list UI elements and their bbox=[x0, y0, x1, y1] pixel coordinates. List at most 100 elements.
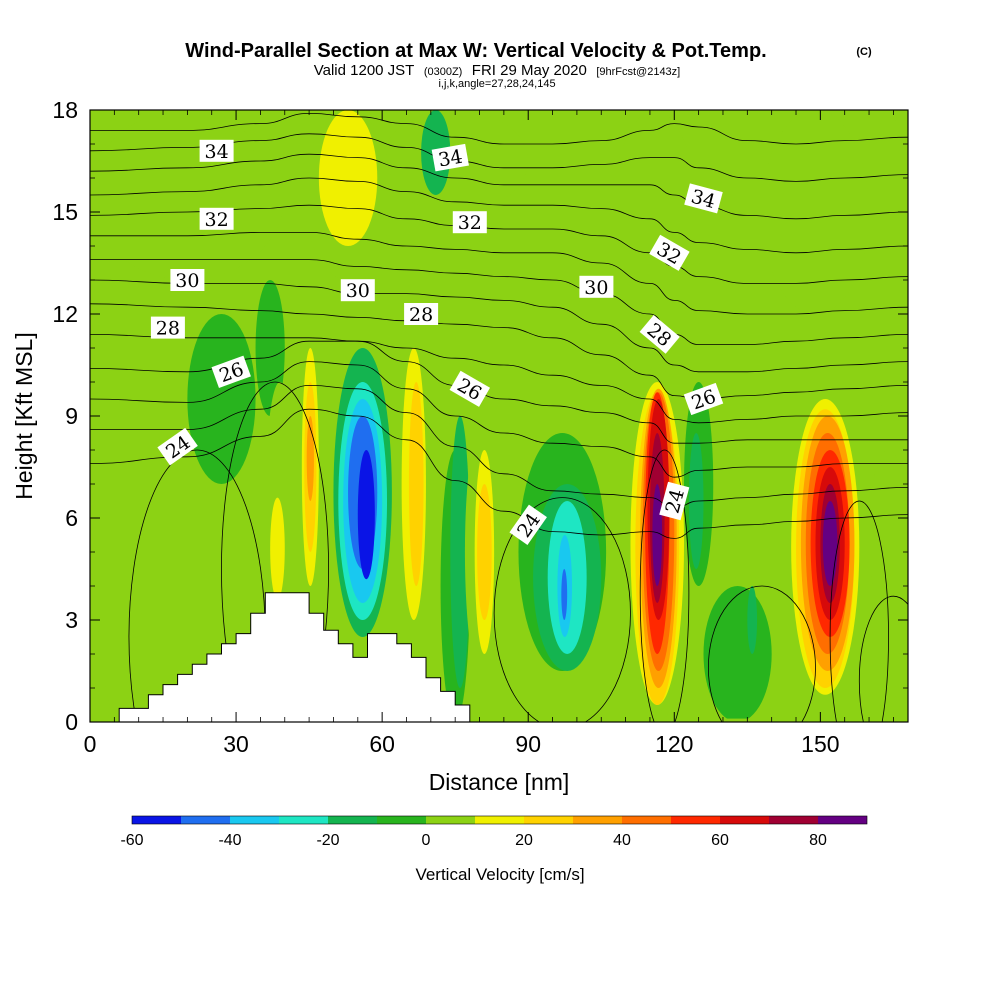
contour-label-text: 30 bbox=[584, 277, 608, 299]
contour-label-11: 28 bbox=[639, 315, 680, 354]
isentrope-4 bbox=[90, 204, 908, 284]
isentrope-3 bbox=[90, 177, 908, 254]
contour-label-text: 28 bbox=[409, 304, 433, 326]
colorbar-frame bbox=[131, 815, 868, 825]
velocity-cell-18 bbox=[357, 449, 375, 580]
contour-label-box bbox=[659, 481, 690, 521]
colorbar-title: Vertical Velocity [cm/s] bbox=[415, 865, 584, 884]
colorbar: -60 -40 -20 0 20 40 60 80 bbox=[120, 815, 868, 849]
velocity-cell-4 bbox=[216, 127, 256, 212]
velocity-cell-29 bbox=[318, 110, 378, 246]
velocity-cell-3 bbox=[158, 110, 207, 229]
axis-ticks: 0 30 60 90 120 150 0 3 6 9 12 15 18 bbox=[52, 97, 908, 757]
colorbar-tick-label: 20 bbox=[515, 832, 533, 849]
colorbar-tick-label: 40 bbox=[613, 832, 631, 849]
velocity-cell-63 bbox=[869, 110, 908, 416]
colorbar-swatch-0 bbox=[132, 816, 181, 824]
velocity-cell-60 bbox=[822, 501, 838, 586]
isentrope-2 bbox=[90, 153, 908, 220]
velocity-cell-9 bbox=[270, 497, 285, 600]
contour-label-7: 30 bbox=[340, 279, 375, 302]
isentrope-9 bbox=[90, 334, 908, 424]
y-axis-label: Height [Kft MSL] bbox=[11, 332, 37, 499]
closed-contour-6 bbox=[858, 595, 908, 722]
colorbar-swatch-10 bbox=[622, 816, 671, 824]
closed-contours bbox=[128, 381, 908, 722]
velocity-cell-26 bbox=[477, 484, 492, 620]
contour-label-box bbox=[150, 316, 185, 339]
velocity-cell-13 bbox=[306, 416, 314, 501]
y-tick-label: 3 bbox=[65, 607, 78, 633]
contour-label-box bbox=[449, 370, 491, 407]
contour-label-text: 30 bbox=[175, 270, 199, 292]
isentrope-6 bbox=[90, 259, 908, 345]
contour-label-8: 30 bbox=[579, 275, 614, 299]
closed-contour-3 bbox=[639, 449, 690, 722]
contour-label-box bbox=[579, 275, 614, 298]
colorbar-swatch-7 bbox=[475, 816, 524, 824]
y-tick-label: 9 bbox=[65, 403, 78, 429]
contour-label-box bbox=[340, 279, 375, 302]
terrain bbox=[118, 592, 471, 722]
velocity-cell-65 bbox=[90, 718, 908, 722]
colorbar-swatch-12 bbox=[720, 816, 769, 824]
contour-label-box bbox=[404, 303, 439, 325]
colorbar-swatch-11 bbox=[671, 816, 720, 824]
x-axis-label: Distance [nm] bbox=[429, 769, 570, 795]
closed-contour-0 bbox=[221, 381, 329, 722]
colorbar-swatch-4 bbox=[328, 816, 377, 824]
subtitle-forecast: [9hrFcst@2143z] bbox=[596, 66, 680, 78]
colorbar-tick-label: 0 bbox=[422, 832, 431, 849]
colorbar-swatch-2 bbox=[230, 816, 279, 824]
contour-label-text: 28 bbox=[156, 318, 180, 340]
y-tick-label: 15 bbox=[52, 199, 78, 225]
contour-label-box bbox=[199, 139, 234, 162]
contour-label-box bbox=[639, 315, 680, 354]
contour-label-1: 34 bbox=[431, 143, 469, 172]
contour-label-6: 30 bbox=[170, 269, 205, 292]
isentrope-10 bbox=[90, 340, 908, 444]
colorbar-swatch-3 bbox=[279, 816, 328, 824]
velocity-cell-5 bbox=[187, 314, 256, 484]
isentrope-8 bbox=[90, 303, 908, 400]
contour-label-12: 26 bbox=[211, 355, 251, 388]
y-tick-label: 0 bbox=[65, 709, 78, 735]
velocity-cell-21 bbox=[408, 382, 424, 586]
contour-label-text: 34 bbox=[205, 141, 229, 163]
contour-label-box bbox=[452, 211, 487, 234]
colorbar-swatch-14 bbox=[818, 816, 867, 824]
contour-label-text: 32 bbox=[205, 209, 229, 231]
y-tick-label: 12 bbox=[52, 301, 78, 327]
x-tick-label: 30 bbox=[223, 731, 249, 757]
contour-label-3: 32 bbox=[199, 207, 234, 231]
closed-contour-4 bbox=[707, 585, 816, 722]
isentrope-1 bbox=[90, 133, 908, 182]
colorbar-tick-label: -40 bbox=[218, 832, 241, 849]
chart-title: Wind-Parallel Section at Max W: Vertical… bbox=[185, 40, 766, 62]
velocity-cell-37 bbox=[635, 110, 675, 314]
contour-label-box bbox=[157, 427, 198, 466]
velocity-cell-50 bbox=[703, 586, 772, 722]
terrain-profile bbox=[118, 592, 471, 722]
contour-label-box bbox=[509, 504, 547, 546]
chart-subtitle: Valid 1200 JST (0300Z) FRI 29 May 2020 [… bbox=[314, 62, 681, 79]
isentrope-11 bbox=[90, 361, 908, 478]
title-mark: (C) bbox=[856, 46, 872, 58]
colorbar-swatch-6 bbox=[426, 816, 475, 824]
contour-label-9: 28 bbox=[150, 316, 185, 340]
contour-label-text: 32 bbox=[458, 212, 482, 234]
velocity-cell-61 bbox=[849, 620, 908, 722]
colorbar-swatch-5 bbox=[377, 816, 426, 824]
y-tick-label: 18 bbox=[52, 97, 78, 123]
chart-subtitle-indices: i,j,k,angle=27,28,24,145 bbox=[438, 78, 555, 90]
contour-label-box bbox=[684, 183, 723, 214]
contour-label-box bbox=[683, 382, 724, 416]
velocity-cell-23 bbox=[450, 416, 470, 688]
velocity-cell-47 bbox=[652, 484, 663, 586]
subtitle-utc: (0300Z) bbox=[424, 66, 463, 78]
x-tick-label: 60 bbox=[369, 731, 395, 757]
colorbar-tick-label: -60 bbox=[120, 832, 143, 849]
colorbar-swatch-1 bbox=[181, 816, 230, 824]
contour-label-0: 34 bbox=[199, 139, 234, 163]
